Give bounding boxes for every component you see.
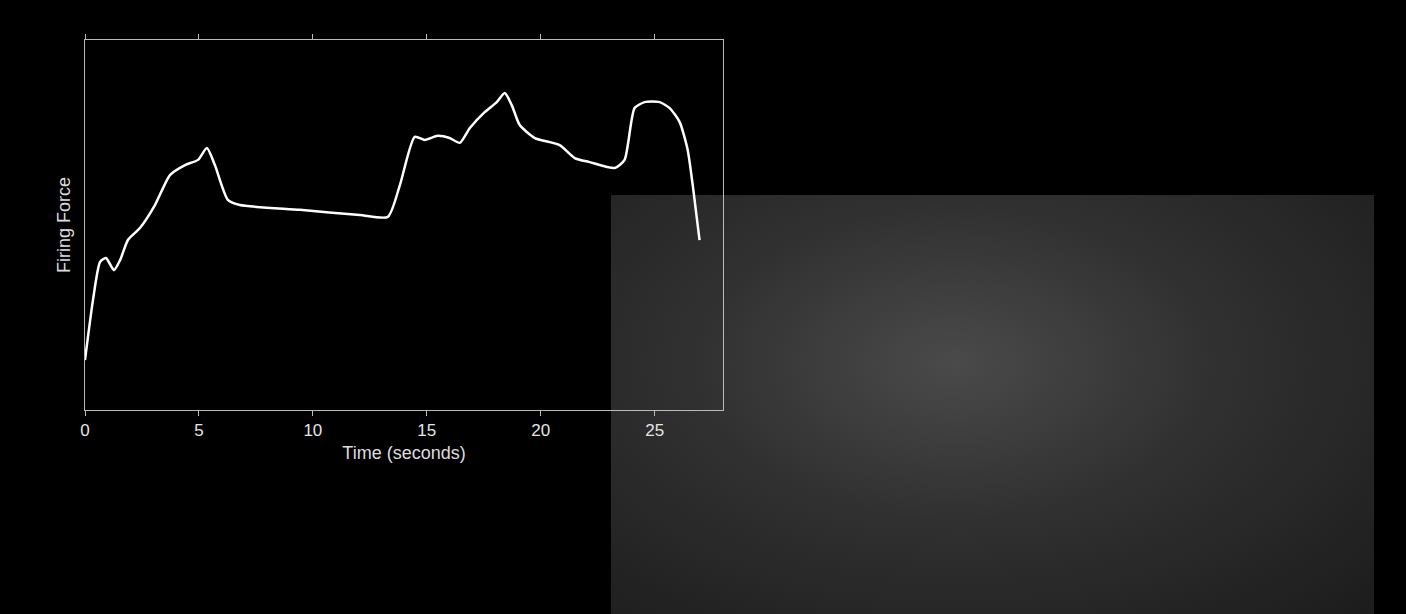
svg-text:25: 25 [645,421,664,440]
svg-text:15: 15 [417,421,436,440]
svg-text:0: 0 [80,421,89,440]
svg-text:20: 20 [531,421,550,440]
svg-text:Time (seconds): Time (seconds) [342,443,465,463]
svg-text:Firing Force: Firing Force [54,177,74,273]
svg-text:5: 5 [194,421,203,440]
svg-text:10: 10 [303,421,322,440]
